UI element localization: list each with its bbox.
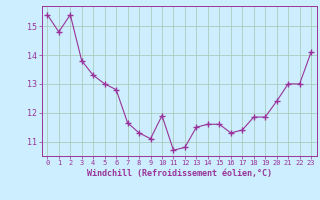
X-axis label: Windchill (Refroidissement éolien,°C): Windchill (Refroidissement éolien,°C) — [87, 169, 272, 178]
